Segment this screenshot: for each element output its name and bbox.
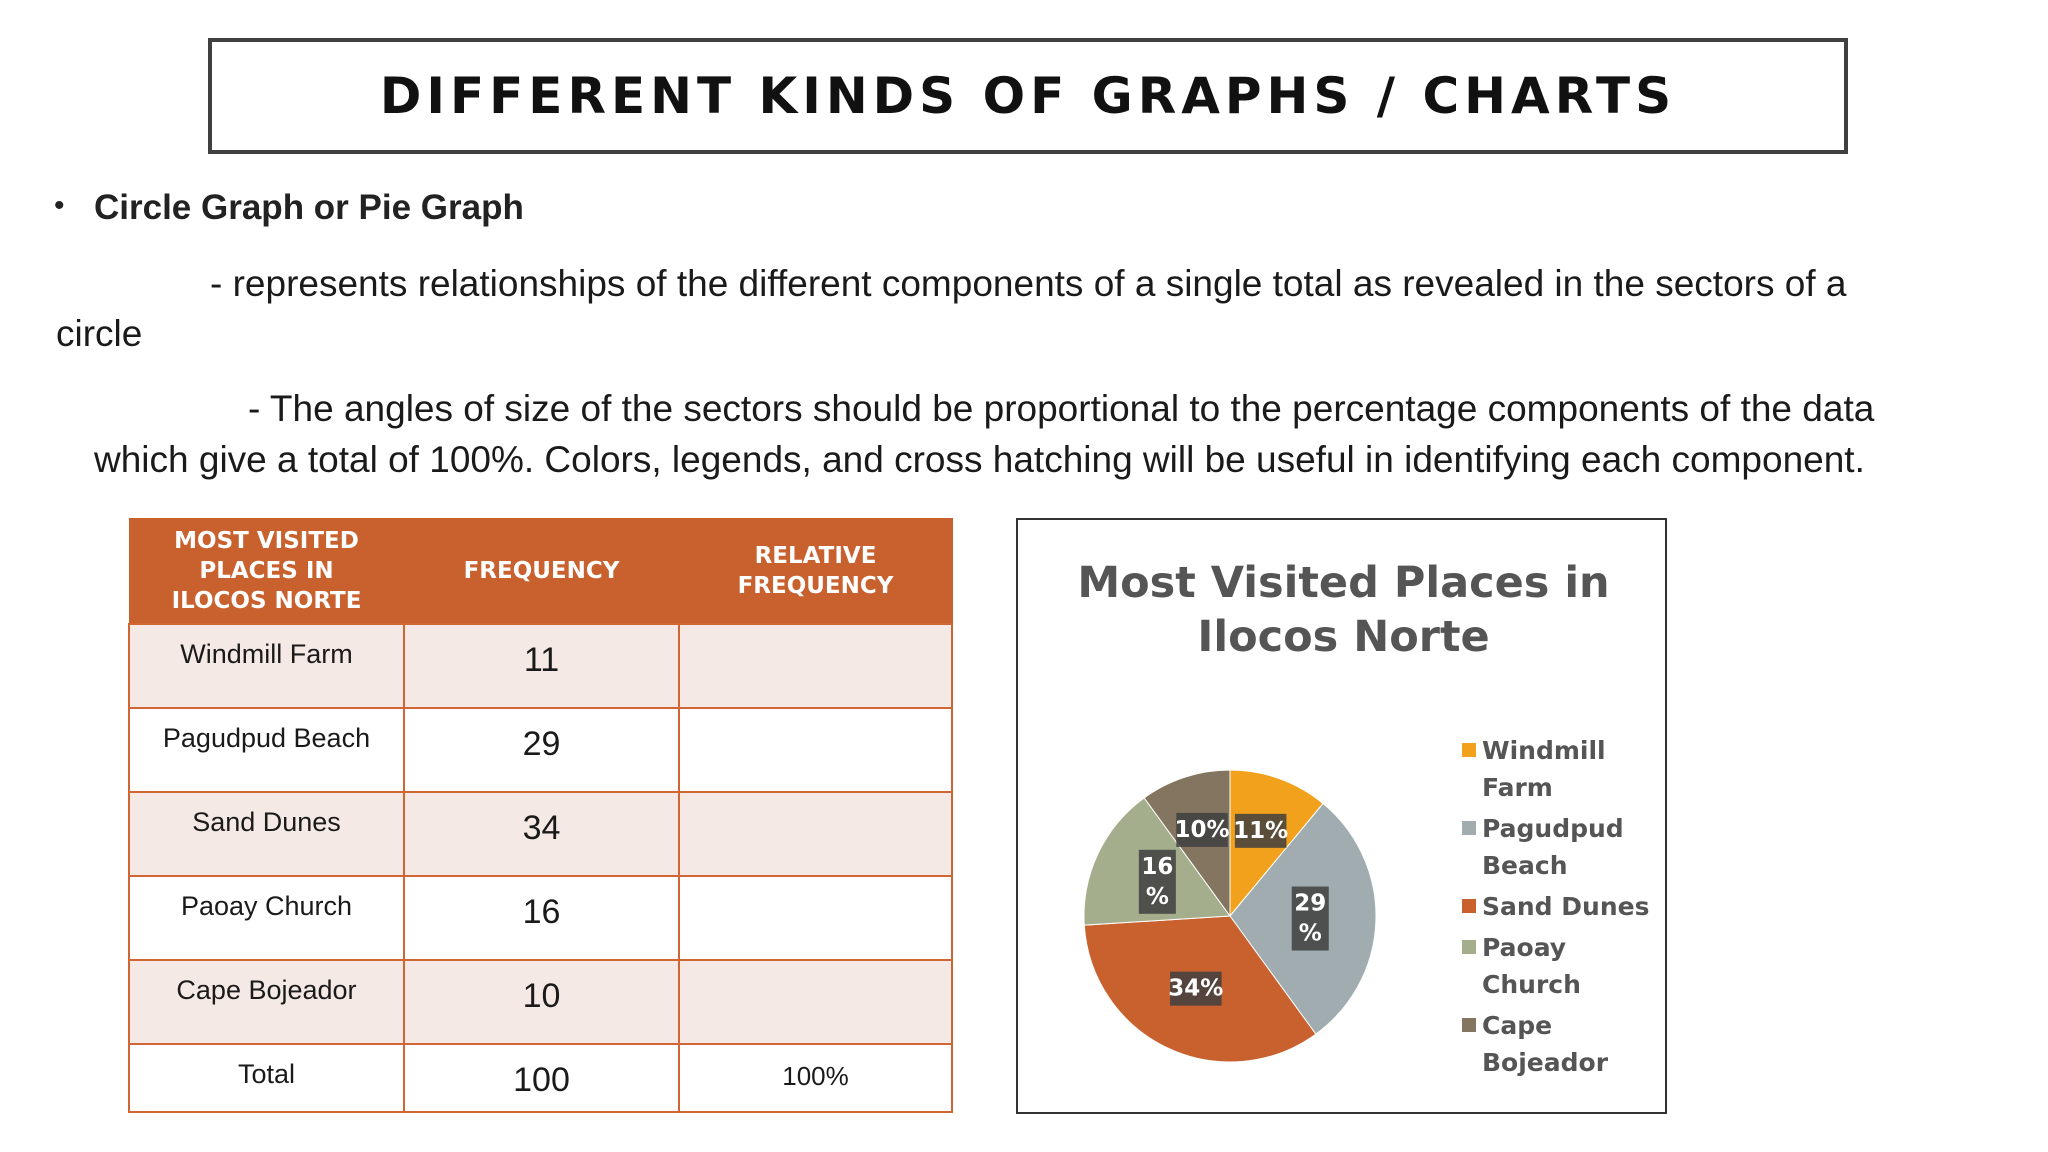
cell-place: Windmill Farm: [128, 623, 405, 709]
legend-label-line-1: Windmill: [1482, 736, 1606, 765]
bullet-heading: Circle Graph or Pie Graph: [94, 188, 524, 227]
chart-title-line-1: Most Visited Places in: [1077, 558, 1610, 608]
bullet-dot-icon: •: [54, 189, 65, 222]
table-row: Pagudpud Beach 29: [128, 707, 953, 793]
cell-frequency: 16: [403, 875, 680, 961]
legend-label-line-1: Pagudpud: [1482, 814, 1624, 843]
chart-title: Most Visited Places in Ilocos Norte: [1018, 556, 1669, 664]
slide-title: DIFFERENT KINDS OF GRAPHS / CHARTS: [379, 67, 1677, 125]
header-frequency: FREQUENCY: [403, 518, 680, 624]
paragraph-2-line-1: - The angles of size of the sectors shou…: [248, 388, 1875, 429]
pie-data-label-text: 11%: [1233, 818, 1288, 844]
slide-title-box: DIFFERENT KINDS OF GRAPHS / CHARTS: [208, 38, 1848, 154]
pie-data-label-text: 29: [1294, 891, 1326, 917]
cell-relative-frequency: [678, 791, 953, 877]
legend-swatch: [1462, 940, 1476, 954]
paragraph-1-line-1: - represents relationships of the differ…: [210, 263, 1847, 304]
cell-total-frequency: 100: [403, 1043, 680, 1113]
cell-place: Cape Bojeador: [128, 959, 405, 1045]
pie-data-label: 29%: [1291, 886, 1329, 951]
pie-data-label: 11%: [1233, 813, 1288, 848]
cell-frequency: 34: [403, 791, 680, 877]
legend-swatch: [1462, 1018, 1476, 1032]
header-place-line-1: MOST VISITED: [174, 527, 359, 554]
header-relative-line-2: FREQUENCY: [737, 572, 894, 599]
pie-data-label: 16%: [1138, 849, 1176, 914]
cell-frequency: 29: [403, 707, 680, 793]
legend-label-line-2: Bojeador: [1482, 1048, 1609, 1077]
cell-relative-frequency: [678, 875, 953, 961]
legend-item-windmill-farm: Windmill Farm: [1462, 732, 1672, 806]
legend-swatch: [1462, 821, 1476, 835]
pie-data-label-text: %: [1299, 921, 1322, 947]
cell-place: Pagudpud Beach: [128, 707, 405, 793]
pie-data-label: 34%: [1168, 971, 1223, 1006]
chart-legend: Windmill Farm Pagudpud Beach Sand Dunes Paoay…: [1462, 732, 1672, 1085]
legend-label-line-1: Cape: [1482, 1011, 1553, 1040]
legend-item-sand-dunes: Sand Dunes: [1462, 888, 1672, 925]
paragraph-1-line-2: circle: [56, 313, 143, 354]
pie-data-label-text: 10%: [1174, 817, 1229, 843]
table-row: Cape Bojeador 10: [128, 959, 953, 1045]
header-frequency-text: FREQUENCY: [463, 557, 620, 584]
pie-data-label: 10%: [1174, 812, 1230, 847]
legend-item-pagudpud-beach: Pagudpud Beach: [1462, 810, 1672, 884]
table-total-row: Total 100 100%: [128, 1043, 953, 1113]
header-relative-frequency: RELATIVE FREQUENCY: [678, 518, 953, 624]
header-relative-line-1: RELATIVE: [754, 542, 877, 569]
pie-data-label-text: 16: [1141, 854, 1173, 880]
bullet-heading-line: • Circle Graph or Pie Graph: [54, 188, 524, 228]
cell-relative-frequency: [678, 707, 953, 793]
cell-frequency: 10: [403, 959, 680, 1045]
cell-place: Sand Dunes: [128, 791, 405, 877]
table-row: Windmill Farm 11: [128, 623, 953, 709]
cell-place: Paoay Church: [128, 875, 405, 961]
legend-label-line-1: Sand Dunes: [1482, 892, 1650, 921]
header-place-line-2: PLACES IN: [199, 557, 334, 584]
legend-item-paoay-church: Paoay Church: [1462, 929, 1672, 1003]
pie-data-label-text: 34%: [1168, 976, 1223, 1002]
pie-chart: 11% 29% 34% 16% 10%: [1083, 769, 1377, 1063]
legend-label-line-2: Beach: [1482, 851, 1568, 880]
cell-frequency: 11: [403, 623, 680, 709]
legend-swatch: [1462, 899, 1476, 913]
legend-label-line-1: Paoay: [1482, 933, 1567, 962]
legend-item-cape-bojeador: Cape Bojeador: [1462, 1007, 1672, 1081]
frequency-table: MOST VISITED PLACES IN ILOCOS NORTE FREQ…: [128, 518, 953, 1113]
header-place-line-3: ILOCOS NORTE: [171, 587, 362, 614]
legend-label-line-2: Church: [1482, 970, 1581, 999]
legend-swatch: [1462, 743, 1476, 757]
cell-total-relative: 100%: [678, 1043, 953, 1113]
table-row: Paoay Church 16: [128, 875, 953, 961]
table-header-row: MOST VISITED PLACES IN ILOCOS NORTE FREQ…: [128, 518, 953, 624]
header-place: MOST VISITED PLACES IN ILOCOS NORTE: [128, 518, 405, 624]
paragraph-2-line-2: which give a total of 100%. Colors, lege…: [94, 439, 1865, 480]
chart-title-line-2: Ilocos Norte: [1197, 612, 1490, 662]
legend-label-line-2: Farm: [1482, 773, 1553, 802]
pie-chart-box: Most Visited Places in Ilocos Norte 11% 2…: [1016, 518, 1667, 1114]
cell-total-label: Total: [128, 1043, 405, 1113]
pie-data-label-text: %: [1146, 884, 1169, 910]
cell-relative-frequency: [678, 959, 953, 1045]
table-row: Sand Dunes 34: [128, 791, 953, 877]
cell-relative-frequency: [678, 623, 953, 709]
